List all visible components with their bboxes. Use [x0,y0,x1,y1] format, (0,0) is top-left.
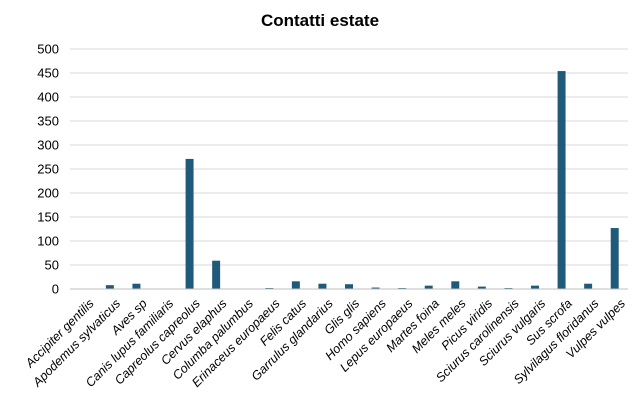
bar [185,158,194,289]
y-tick-label: 400 [37,90,59,105]
bar [584,283,593,289]
bar [424,285,433,289]
bar [345,284,353,289]
y-tick-label: 0 [52,282,59,297]
y-tick-label: 200 [37,186,59,201]
y-tick-label: 300 [37,138,59,153]
y-tick-label: 150 [37,210,59,225]
bar [371,287,380,289]
bar [132,283,141,289]
bar [105,285,114,289]
y-tick-label: 350 [37,114,59,129]
bar [610,228,619,289]
y-axis-tick-labels: 0 50 100 150 200 250 300 350 400 450 500 [37,42,59,297]
y-tick-label: 250 [37,162,59,177]
y-tick-label: 500 [37,42,59,57]
bar [557,71,566,289]
y-tick-label: 100 [37,234,59,249]
bar [531,285,539,289]
chart-title: Contatti estate [261,11,379,30]
bar [291,281,300,289]
bar [318,283,327,289]
bar [451,281,460,289]
gridlines [70,48,628,266]
bar [212,260,221,289]
y-tick-label: 50 [45,258,59,273]
bar [477,286,486,289]
bars [79,71,619,290]
y-tick-label: 450 [37,66,59,81]
